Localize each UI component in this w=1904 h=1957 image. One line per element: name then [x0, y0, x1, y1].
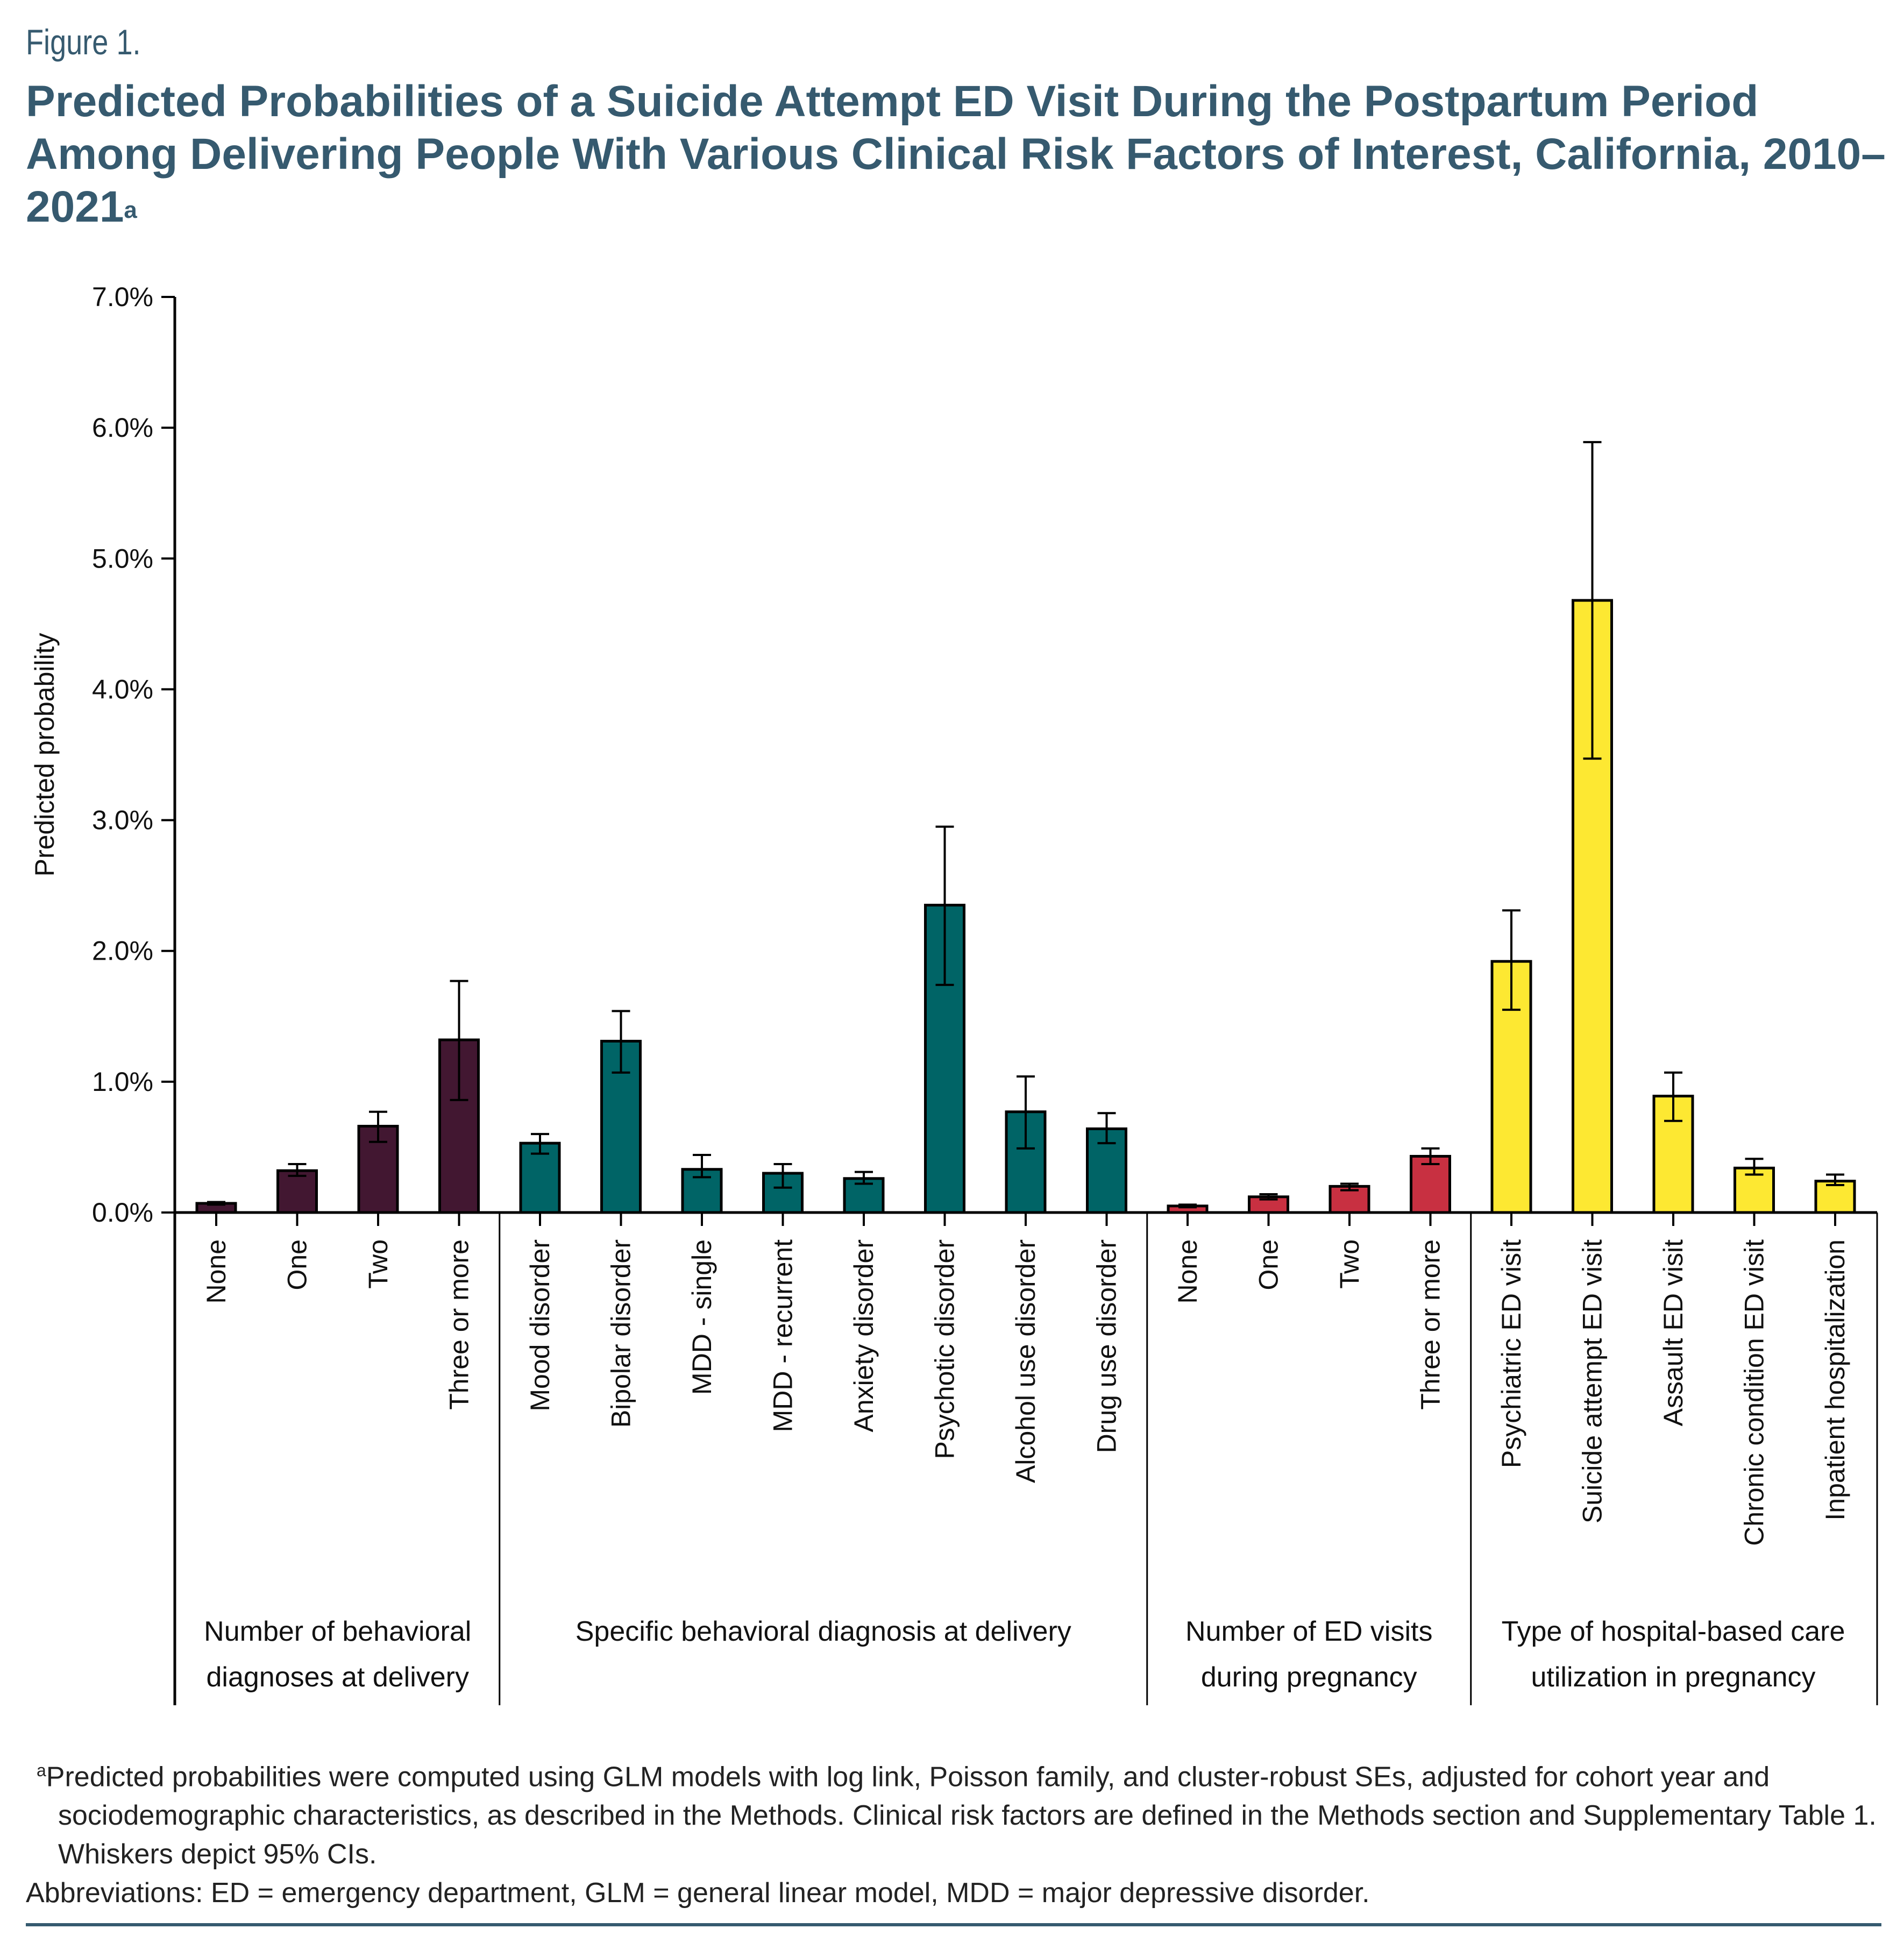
y-tick-label: 4.0% — [92, 674, 153, 704]
group-label: utilization in pregnancy — [1531, 1662, 1816, 1693]
figure-label: Figure 1. — [26, 22, 141, 62]
category-label: Assault ED visit — [1658, 1239, 1688, 1426]
category-label: Anxiety disorder — [849, 1239, 879, 1433]
bar — [1814, 1180, 1856, 1214]
category-label: None — [201, 1239, 231, 1304]
y-tick-label: 1.0% — [92, 1067, 153, 1097]
bar — [681, 1168, 723, 1214]
group-label: Number of behavioral — [204, 1616, 471, 1647]
group-label: Type of hospital-based care — [1502, 1616, 1845, 1647]
category-label: Inpatient hospitalization — [1820, 1239, 1850, 1521]
category-label: Suicide attempt ED visit — [1578, 1239, 1608, 1523]
y-tick-label: 0.0% — [92, 1197, 153, 1228]
category-label: Three or more — [444, 1239, 474, 1410]
y-tick-label: 5.0% — [92, 543, 153, 573]
category-label: None — [1173, 1239, 1203, 1304]
group-label: during pregnancy — [1201, 1662, 1417, 1693]
category-label: Two — [363, 1239, 393, 1289]
category-label: MDD - single — [687, 1239, 717, 1395]
group-label: Specific behavioral diagnosis at deliver… — [576, 1616, 1071, 1647]
bar — [519, 1141, 561, 1214]
title-footnote-marker: a — [124, 197, 137, 223]
y-axis-label: Predicted probability — [30, 633, 60, 876]
category-label: Psychotic disorder — [930, 1239, 960, 1459]
y-tick-label: 6.0% — [92, 413, 153, 443]
y-tick-label: 2.0% — [92, 936, 153, 966]
footnotes: aPredicted probabilities were computed u… — [26, 1751, 1881, 1912]
category-label: One — [1254, 1239, 1284, 1291]
category-label: MDD - recurrent — [768, 1239, 798, 1432]
y-tick-label: 3.0% — [92, 805, 153, 835]
category-label: Bipolar disorder — [606, 1239, 636, 1428]
category-label: Mood disorder — [525, 1239, 555, 1412]
footnote-a: aPredicted probabilities were computed u… — [26, 1751, 1881, 1874]
bottom-rule — [26, 1923, 1881, 1926]
category-label: Drug use disorder — [1092, 1239, 1122, 1453]
group-label: Number of ED visits — [1185, 1616, 1432, 1647]
bars — [195, 441, 1856, 1214]
category-label: Chronic condition ED visit — [1739, 1239, 1770, 1546]
category-label: Psychiatric ED visit — [1496, 1239, 1526, 1468]
bar — [357, 1125, 399, 1214]
bar — [1410, 1154, 1451, 1214]
footnote-a-text: Predicted probabilities were computed us… — [46, 1761, 1877, 1870]
category-label: One — [282, 1239, 312, 1291]
category-label: Three or more — [1416, 1239, 1446, 1410]
category-label: Alcohol use disorder — [1011, 1239, 1041, 1483]
footnote-a-marker: a — [37, 1761, 46, 1780]
abbreviations-note: Abbreviations: ED = emergency department… — [26, 1877, 1370, 1909]
category-label: Two — [1334, 1239, 1365, 1289]
category-labels: None One Two Three or more Number of behavio… — [201, 1239, 1850, 1693]
figure-title-text: Predicted Probabilities of a Suicide Att… — [26, 77, 1886, 231]
y-tick-label: 7.0% — [92, 282, 153, 312]
group-label: diagnoses at delivery — [206, 1662, 469, 1693]
figure-title: Predicted Probabilities of a Suicide Att… — [26, 75, 1887, 233]
